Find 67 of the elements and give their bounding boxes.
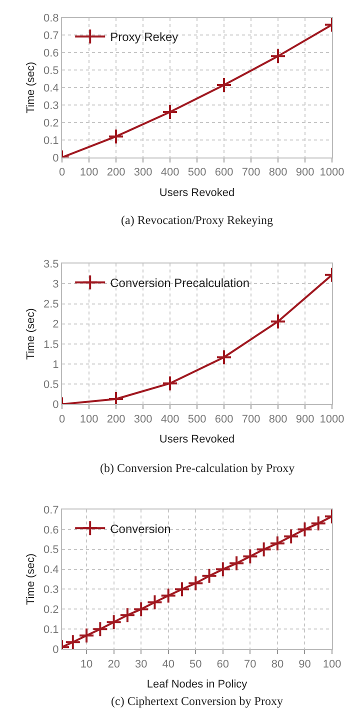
x-tick-label: 500: [188, 413, 206, 426]
y-tick-label: 0.5: [44, 378, 59, 391]
x-tick-label: 400: [160, 166, 180, 179]
x-tick-label: 100: [322, 658, 342, 670]
y-tick-label: 1: [52, 358, 59, 371]
y-tick-label: 1.5: [44, 338, 59, 351]
y-axis-title: Time (sec): [25, 62, 38, 114]
y-tick-label: 0.1: [44, 134, 59, 147]
x-tick-label: 50: [190, 658, 202, 670]
x-tick-label: 40: [162, 658, 174, 670]
text: (a) Revocation/Proxy Rekeying: [121, 213, 273, 227]
y-tick-label: 0.5: [44, 544, 59, 556]
x-tick-label: 100: [80, 413, 98, 426]
x-axis-title: Users Revoked: [159, 186, 235, 199]
legend-label: Proxy Rekey: [110, 30, 178, 44]
text: (c) Ciphertext Conversion by Proxy: [111, 694, 283, 708]
y-tick-label: 0.6: [44, 524, 59, 536]
y-tick-label: 0: [52, 644, 59, 656]
x-tick-label: 300: [134, 413, 152, 426]
x-tick-label: 60: [216, 658, 230, 670]
legend-label: Conversion Precalculation: [110, 276, 250, 290]
y-tick-label: 0.4: [44, 564, 59, 576]
y-tick-label: 0.1: [44, 624, 59, 636]
x-tick-label: 700: [242, 166, 260, 179]
y-tick-label: 2: [52, 318, 59, 331]
x-tick-label: 700: [242, 413, 260, 426]
x-tick-label: 1000: [320, 413, 344, 426]
y-tick-label: 3: [52, 278, 59, 291]
x-tick-label: 400: [160, 413, 180, 426]
y-tick-label: 0.2: [44, 604, 59, 616]
y-tick-label: 0.4: [44, 82, 59, 94]
x-tick-label: 300: [134, 166, 152, 179]
y-tick-label: 0.6: [44, 48, 59, 60]
x-tick-label: 90: [298, 658, 311, 670]
x-tick-label: 30: [134, 658, 148, 670]
y-axis-title: Time (sec): [25, 308, 38, 360]
y-tick-label: 0.5: [44, 64, 59, 77]
x-tick-label: 500: [188, 166, 206, 179]
y-tick-label: 3.5: [44, 258, 59, 270]
y-tick-label: 0.2: [44, 117, 59, 130]
legend-label: Conversion: [110, 522, 171, 536]
x-tick-label: 600: [214, 413, 234, 426]
x-axis-title: Users Revoked: [159, 434, 235, 446]
x-tick-label: 20: [108, 658, 120, 670]
y-tick-label: 0.3: [44, 100, 59, 112]
y-tick-label: 0: [52, 399, 59, 412]
y-tick-label: 0.7: [44, 504, 59, 516]
x-tick-label: 80: [271, 658, 284, 670]
x-tick-label: 200: [106, 166, 126, 179]
y-axis-title: Time (sec): [25, 553, 38, 606]
text: (b) Conversion Pre-calculation by Proxy: [100, 461, 295, 475]
y-tick-label: 0.8: [44, 12, 59, 25]
x-tick-label: 800: [268, 166, 288, 179]
x-tick-label: 100: [80, 166, 98, 179]
x-tick-label: 70: [244, 658, 256, 670]
x-tick-label: 200: [106, 413, 126, 426]
y-tick-label: 0.7: [44, 30, 59, 42]
x-tick-label: 800: [268, 413, 288, 426]
x-tick-label: 900: [296, 413, 314, 426]
y-tick-label: 0.3: [44, 584, 59, 596]
y-tick-label: 0: [52, 152, 59, 164]
x-tick-label: 600: [214, 166, 234, 179]
x-tick-label: 10: [80, 658, 93, 670]
x-axis-title: Leaf Nodes in Policy: [146, 678, 248, 690]
x-tick-label: 1000: [320, 166, 344, 179]
y-tick-label: 2.5: [44, 298, 59, 311]
x-tick-label: 900: [296, 166, 314, 179]
